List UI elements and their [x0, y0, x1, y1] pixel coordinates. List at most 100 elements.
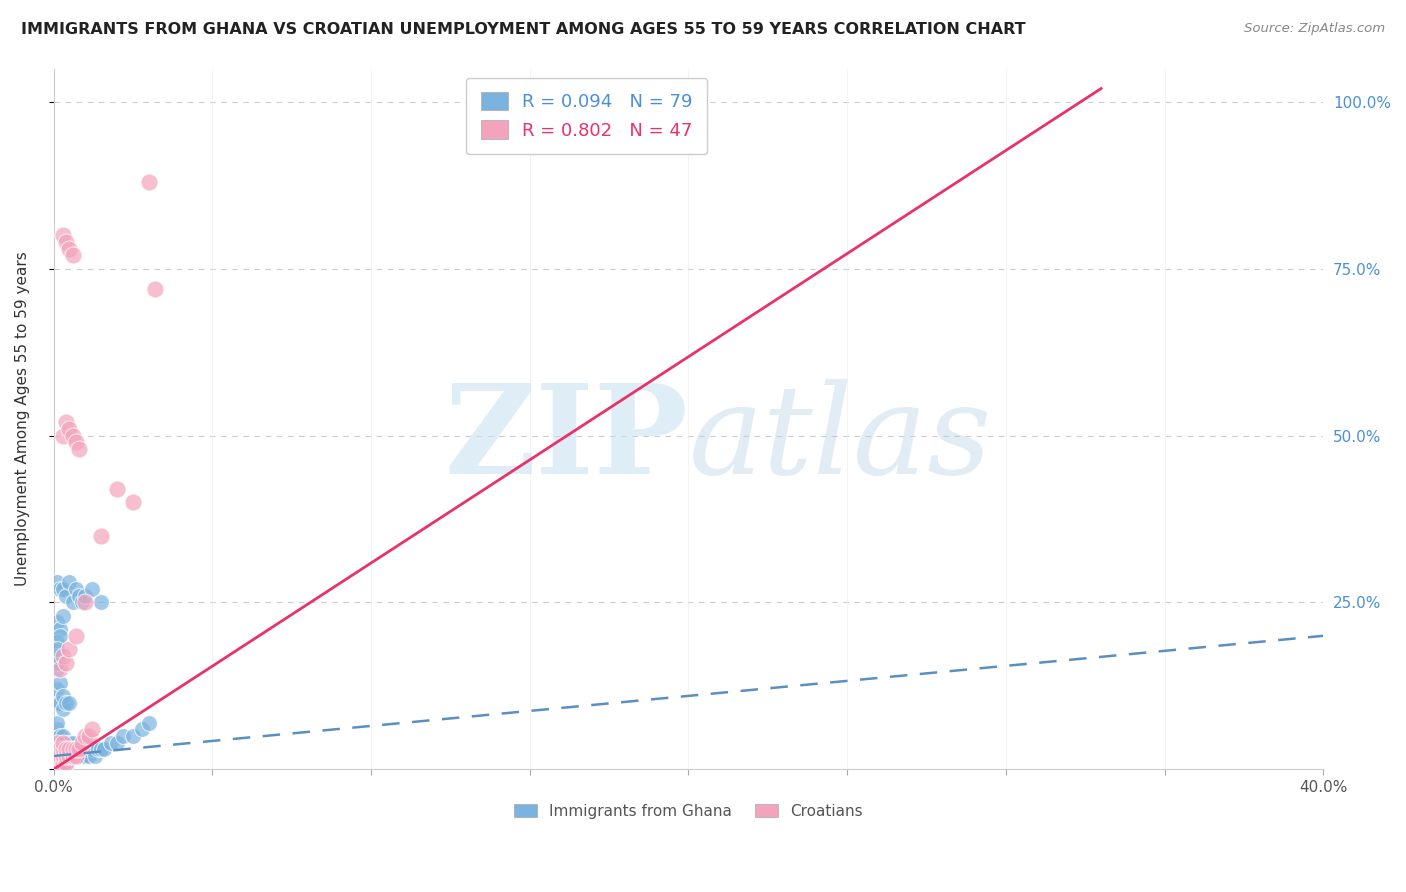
Point — [80, 582, 103, 596]
Point — [55, 696, 77, 710]
Point — [52, 608, 75, 623]
Text: IMMIGRANTS FROM GHANA VS CROATIAN UNEMPLOYMENT AMONG AGES 55 TO 59 YEARS CORRELA: IMMIGRANTS FROM GHANA VS CROATIAN UNEMPL… — [21, 22, 1026, 37]
Point — [52, 756, 75, 770]
Point — [70, 736, 93, 750]
Point — [58, 736, 80, 750]
Point — [49, 748, 72, 763]
Point — [45, 715, 67, 730]
Point — [65, 748, 87, 763]
Point — [62, 748, 84, 763]
Point — [80, 742, 103, 756]
Point — [122, 729, 145, 743]
Point — [75, 729, 97, 743]
Point — [49, 736, 72, 750]
Point — [52, 228, 75, 243]
Point — [45, 756, 67, 770]
Point — [52, 702, 75, 716]
Text: atlas: atlas — [689, 379, 991, 500]
Point — [143, 282, 166, 296]
Point — [55, 656, 77, 670]
Point — [80, 723, 103, 737]
Point — [55, 742, 77, 756]
Point — [62, 428, 84, 442]
Point — [45, 742, 67, 756]
Point — [45, 696, 67, 710]
Point — [75, 748, 97, 763]
Point — [70, 595, 93, 609]
Point — [65, 582, 87, 596]
Point — [52, 748, 75, 763]
Point — [62, 742, 84, 756]
Point — [65, 742, 87, 756]
Point — [45, 635, 67, 649]
Point — [93, 742, 115, 756]
Point — [55, 748, 77, 763]
Point — [55, 415, 77, 429]
Point — [65, 435, 87, 450]
Point — [52, 742, 75, 756]
Point — [45, 648, 67, 663]
Point — [45, 642, 67, 657]
Point — [58, 742, 80, 756]
Point — [58, 748, 80, 763]
Point — [65, 742, 87, 756]
Point — [65, 629, 87, 643]
Point — [48, 748, 70, 763]
Point — [45, 662, 67, 676]
Point — [45, 748, 67, 763]
Point — [55, 756, 77, 770]
Point — [62, 248, 84, 262]
Point — [49, 622, 72, 636]
Point — [44, 756, 66, 770]
Point — [105, 736, 128, 750]
Point — [49, 742, 72, 756]
Point — [52, 582, 75, 596]
Point — [58, 642, 80, 657]
Point — [45, 736, 67, 750]
Point — [112, 729, 135, 743]
Point — [52, 736, 75, 750]
Point — [55, 736, 77, 750]
Point — [49, 675, 72, 690]
Point — [58, 575, 80, 590]
Point — [49, 582, 72, 596]
Point — [49, 662, 72, 676]
Point — [67, 742, 90, 756]
Point — [49, 629, 72, 643]
Point — [48, 742, 70, 756]
Point — [52, 748, 75, 763]
Point — [49, 742, 72, 756]
Y-axis label: Unemployment Among Ages 55 to 59 years: Unemployment Among Ages 55 to 59 years — [15, 252, 30, 586]
Point — [49, 696, 72, 710]
Point — [67, 442, 90, 456]
Point — [55, 748, 77, 763]
Point — [77, 729, 100, 743]
Point — [67, 589, 90, 603]
Point — [52, 742, 75, 756]
Point — [90, 529, 112, 543]
Text: Source: ZipAtlas.com: Source: ZipAtlas.com — [1244, 22, 1385, 36]
Point — [122, 495, 145, 509]
Point — [45, 656, 67, 670]
Point — [58, 696, 80, 710]
Legend: Immigrants from Ghana, Croatians: Immigrants from Ghana, Croatians — [508, 797, 869, 825]
Point — [58, 242, 80, 256]
Point — [105, 482, 128, 496]
Point — [52, 689, 75, 703]
Point — [51, 742, 73, 756]
Point — [55, 589, 77, 603]
Point — [45, 575, 67, 590]
Point — [62, 748, 84, 763]
Point — [58, 742, 80, 756]
Point — [100, 736, 122, 750]
Point — [52, 756, 75, 770]
Point — [67, 742, 90, 756]
Text: ZIP: ZIP — [444, 379, 689, 500]
Point — [45, 742, 67, 756]
Point — [55, 756, 77, 770]
Point — [131, 723, 153, 737]
Point — [45, 723, 67, 737]
Point — [90, 595, 112, 609]
Point — [138, 715, 160, 730]
Point — [45, 729, 67, 743]
